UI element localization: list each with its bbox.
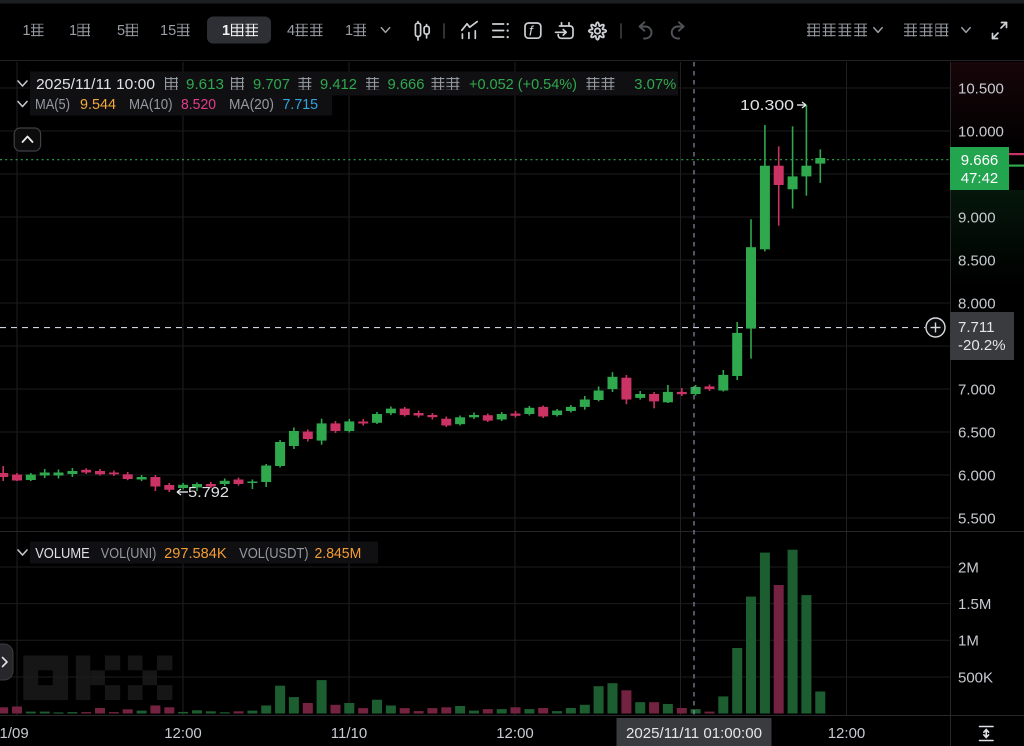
svg-text:5.500: 5.500 [958,510,996,527]
svg-text:VOL(USDT): VOL(USDT) [239,545,309,562]
svg-text:8.520: 8.520 [181,96,216,113]
svg-text:10.300: 10.300 [740,97,794,114]
svg-text:11/09: 11/09 [0,725,29,742]
svg-text:8.000: 8.000 [958,295,996,312]
svg-text:3.07%: 3.07% [634,76,676,93]
svg-text:12:00: 12:00 [164,725,202,742]
svg-text:9.000: 9.000 [958,209,996,226]
svg-text:+0.052 (+0.54%): +0.052 (+0.54%) [469,76,577,93]
svg-text:MA(10): MA(10) [129,96,173,113]
svg-text:4: 4 [287,23,295,39]
svg-text:1M: 1M [958,633,979,650]
svg-text:12:00: 12:00 [828,725,866,742]
svg-text:-20.2%: -20.2% [958,337,1006,354]
svg-text:9.613: 9.613 [186,76,224,93]
svg-text:MA(20): MA(20) [229,96,274,113]
svg-text:f: f [529,23,535,39]
svg-text:1.5M: 1.5M [958,596,991,613]
svg-text:9.666: 9.666 [388,76,425,93]
svg-text:9.412: 9.412 [320,76,357,93]
svg-text:2025/11/11 10:00: 2025/11/11 10:00 [36,76,155,93]
svg-text:1: 1 [345,23,353,39]
svg-text:6.000: 6.000 [958,467,996,484]
svg-text:7.715: 7.715 [283,96,319,113]
svg-text:1: 1 [222,23,230,39]
svg-text:8.500: 8.500 [958,252,996,269]
svg-text:2.845M: 2.845M [315,545,362,562]
svg-text:2M: 2M [958,559,979,576]
svg-text:VOL(UNI): VOL(UNI) [101,545,157,562]
svg-text:9.666: 9.666 [961,152,999,169]
svg-text:47:42: 47:42 [961,170,999,187]
svg-text:7.000: 7.000 [958,381,996,398]
svg-text:5: 5 [117,23,125,39]
svg-text:500K: 500K [958,669,993,686]
svg-text:10.000: 10.000 [958,123,1004,140]
svg-text:2025/11/11 01:00:00: 2025/11/11 01:00:00 [626,725,762,742]
svg-text:12:00: 12:00 [496,725,534,742]
svg-text:10.500: 10.500 [958,80,1004,97]
svg-text:5.792: 5.792 [188,484,229,501]
svg-text:9.544: 9.544 [80,96,116,113]
svg-text:15: 15 [160,23,176,39]
svg-text:7.711: 7.711 [958,319,994,336]
svg-text:MA(5): MA(5) [35,96,70,113]
svg-text:297.584K: 297.584K [164,545,227,562]
svg-text:11/10: 11/10 [331,725,367,742]
svg-text:1: 1 [69,23,77,39]
svg-text:1: 1 [23,23,31,39]
svg-text:VOLUME: VOLUME [35,545,90,562]
svg-text:9.707: 9.707 [253,76,290,93]
svg-text:6.500: 6.500 [958,424,996,441]
